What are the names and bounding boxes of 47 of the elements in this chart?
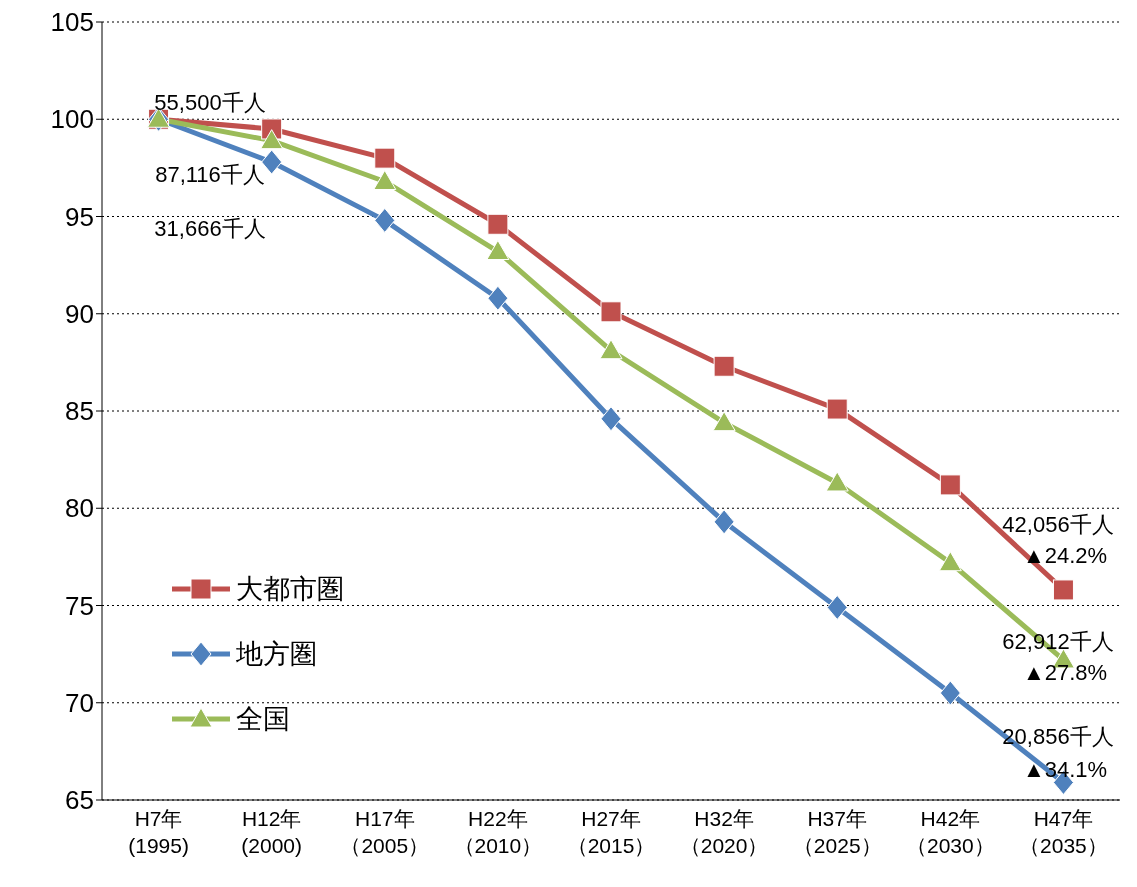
- point: [713, 355, 735, 377]
- point: [826, 594, 848, 620]
- annotation: 55,500千人: [154, 89, 266, 117]
- point: [487, 213, 509, 235]
- x-tick-label: H17年（2005）: [340, 807, 430, 857]
- point: [939, 474, 961, 496]
- y-tick-label: 85: [65, 396, 94, 427]
- point: [825, 471, 849, 492]
- point: [1052, 579, 1074, 601]
- legend-label: 大都市圏: [236, 571, 344, 606]
- x-tick-label: H27年（2015）: [566, 807, 656, 857]
- y-tick-label: 75: [65, 590, 94, 621]
- x-tick-label: H7年(1995): [128, 807, 189, 857]
- y-tick-label: 90: [65, 298, 94, 329]
- point: [600, 301, 622, 323]
- x-tick-label: H42年（2030）: [905, 807, 995, 857]
- y-tick-label: 80: [65, 493, 94, 524]
- y-tick-label: 70: [65, 687, 94, 718]
- x-tick-label: H47年（2035）: [1019, 807, 1108, 857]
- legend-label: 全国: [236, 701, 290, 736]
- x-tick-label: H12年(2000): [241, 807, 303, 857]
- point: [712, 411, 736, 432]
- annotation: ▲27.8%: [1022, 660, 1108, 686]
- y-tick-label: 65: [65, 785, 94, 816]
- annotation: 87,116千人: [155, 161, 265, 189]
- x-tick-label: H37年（2025）: [792, 807, 882, 857]
- annotation: ▲24.2%: [1022, 543, 1108, 569]
- point: [486, 240, 510, 261]
- point: [260, 129, 284, 150]
- point: [939, 680, 961, 706]
- point: [600, 406, 622, 432]
- y-tick-label: 95: [65, 201, 94, 232]
- point: [938, 551, 962, 572]
- point: [826, 398, 848, 420]
- point: [599, 339, 623, 360]
- y-tick-label: 105: [50, 7, 94, 38]
- point: [713, 509, 735, 535]
- point: [373, 169, 397, 190]
- x-tick-label: H22年（2010）: [453, 807, 543, 857]
- point: [374, 207, 396, 233]
- x-tick-label: H32年（2020）: [679, 807, 769, 857]
- annotation: 31,666千人: [154, 215, 266, 243]
- point: [374, 147, 396, 169]
- point: [487, 285, 509, 311]
- legend-label: 地方圏: [236, 636, 317, 671]
- y-tick-label: 100: [50, 104, 94, 135]
- annotation: 42,056千人: [1002, 511, 1114, 539]
